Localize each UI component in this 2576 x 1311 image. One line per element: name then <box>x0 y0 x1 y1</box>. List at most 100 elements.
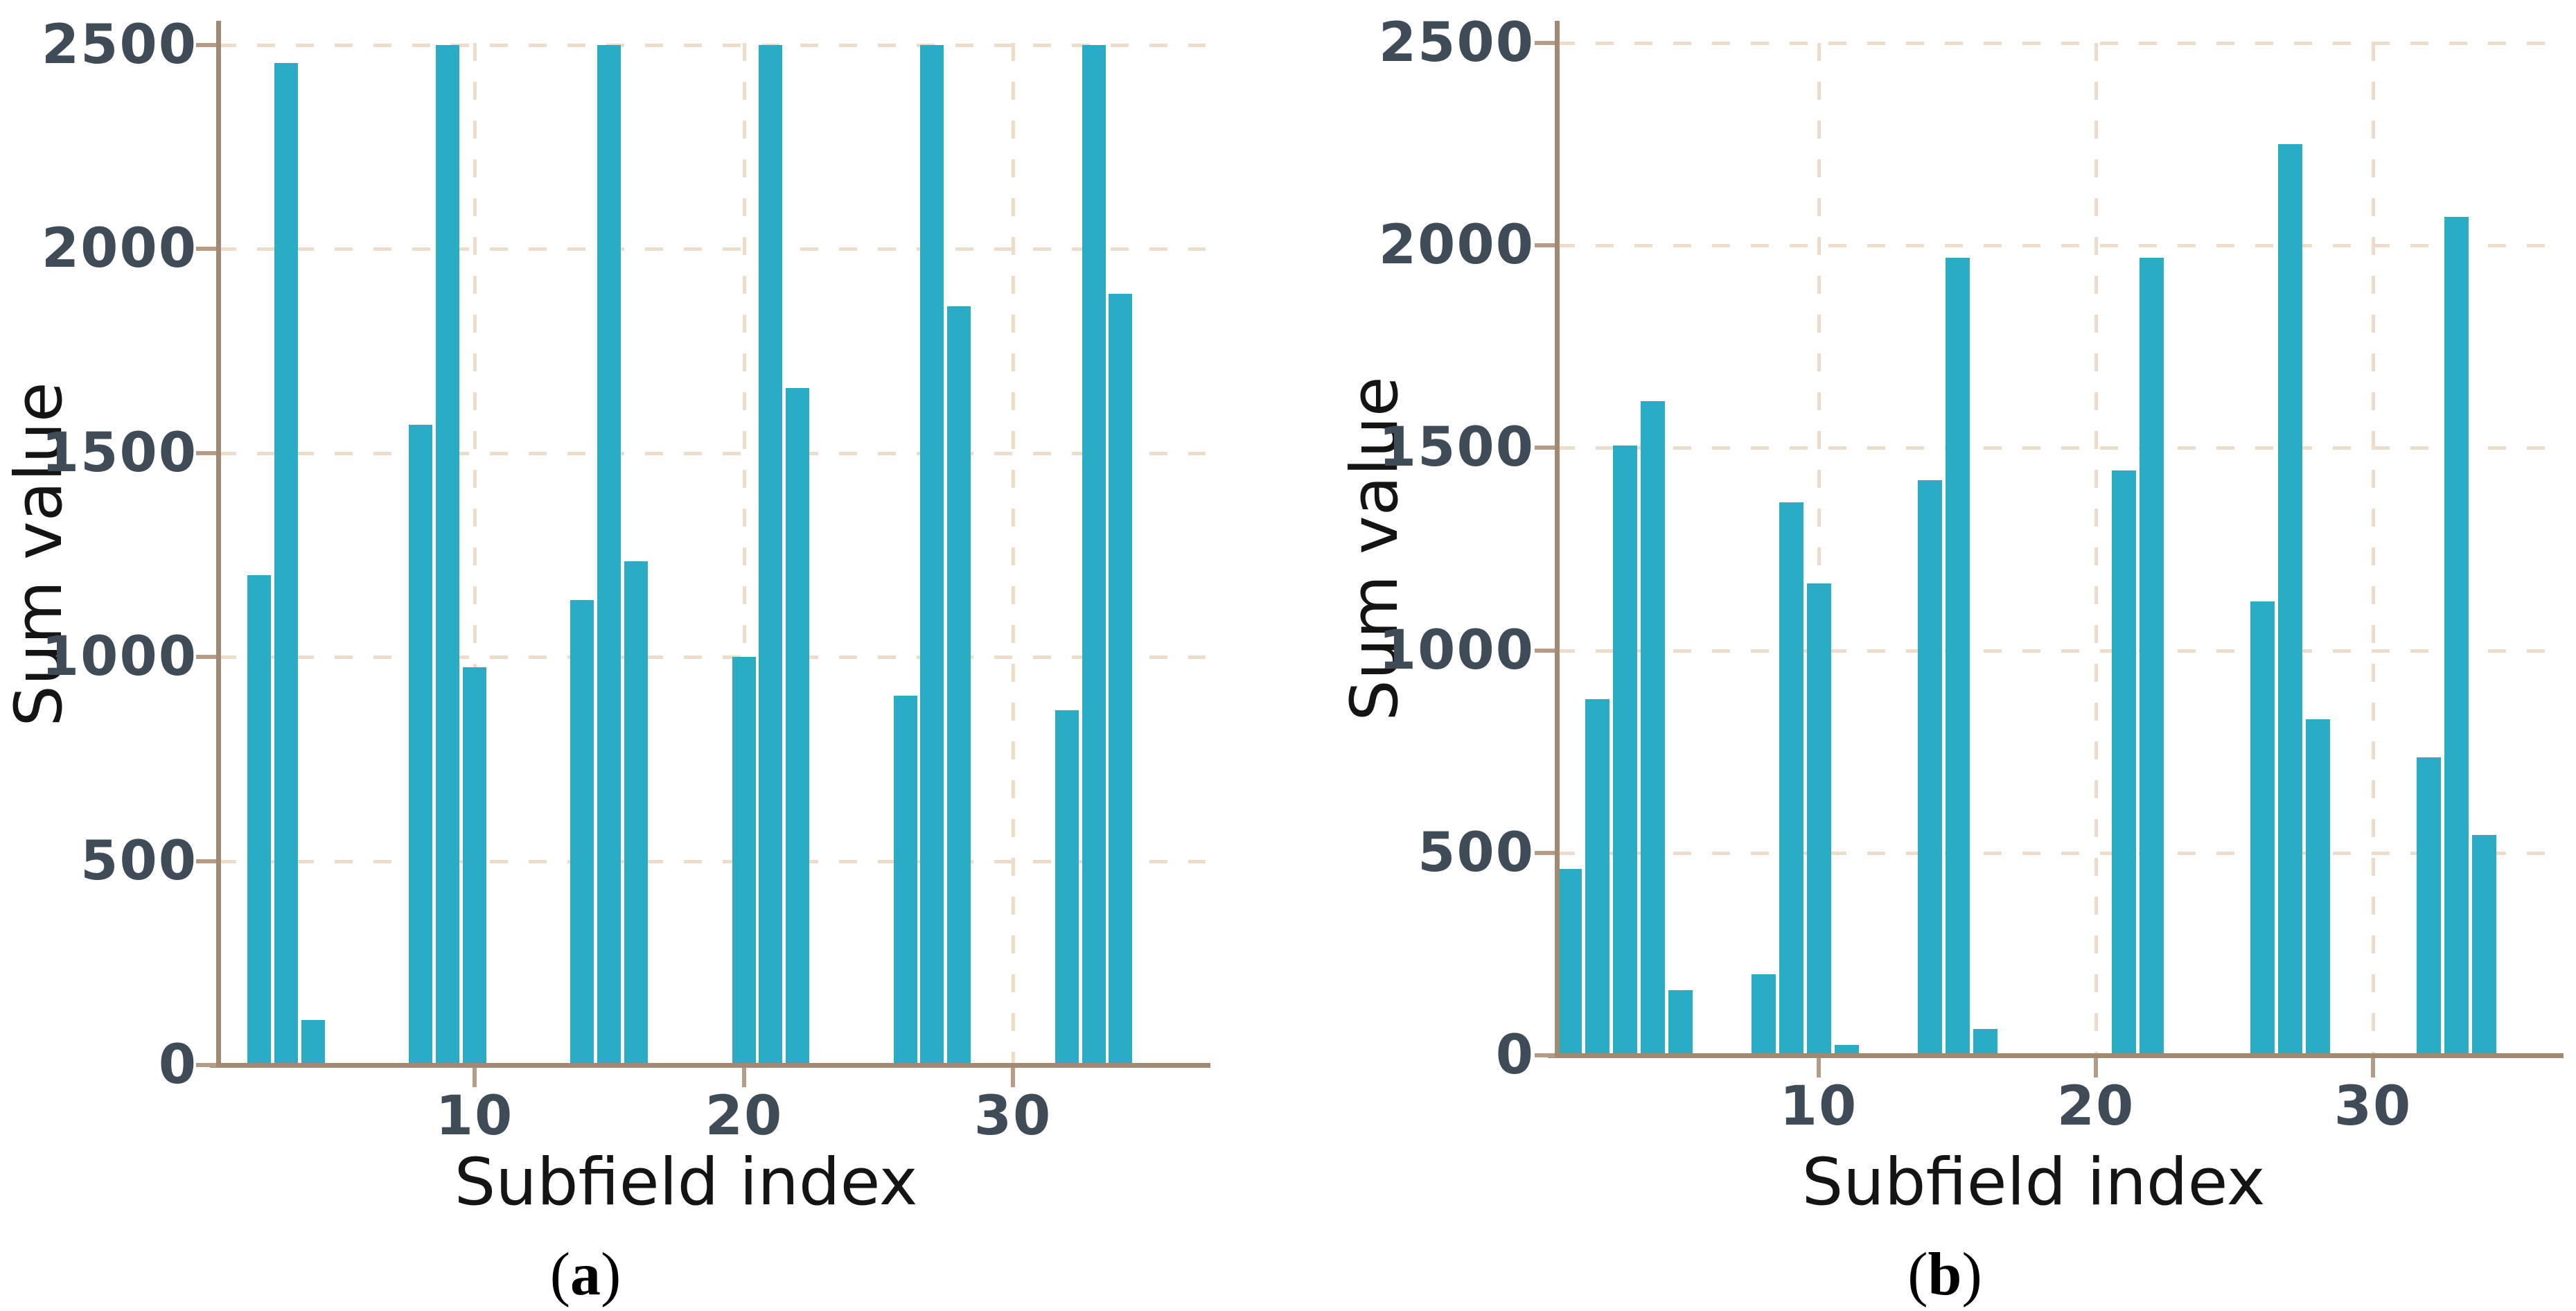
bar <box>759 45 782 1065</box>
bar <box>1641 401 1665 1055</box>
caption-close-paren: ) <box>601 1241 621 1308</box>
bar <box>2472 835 2496 1055</box>
y-axis-tick <box>1535 1053 1555 1057</box>
x-axis-tick <box>2371 1058 2375 1077</box>
bar <box>1613 446 1637 1055</box>
x-axis-tick <box>473 1068 477 1087</box>
caption-letter: a <box>570 1241 601 1308</box>
x-tick-label: 20 <box>2056 1075 2135 1138</box>
gridline-horizontal <box>1557 446 2557 450</box>
bar <box>1055 710 1079 1065</box>
caption-open-paren: ( <box>1907 1241 1928 1308</box>
y-tick-label: 500 <box>1418 822 1535 884</box>
bar <box>274 63 298 1065</box>
y-tick-label: 1000 <box>41 626 197 688</box>
x-axis-tick <box>1011 1068 1015 1087</box>
gridline-horizontal <box>218 860 1206 863</box>
y-tick-label: 1500 <box>41 422 197 484</box>
gridline-horizontal <box>218 44 1206 47</box>
bar <box>1558 869 1582 1055</box>
bar <box>597 45 621 1065</box>
gridline-horizontal <box>1557 244 2557 247</box>
gridline-vertical <box>1817 43 1821 1053</box>
bar <box>436 45 459 1065</box>
x-axis-tick <box>742 1068 746 1087</box>
bar <box>2278 144 2302 1055</box>
bar <box>1082 45 1106 1065</box>
y-tick-label: 0 <box>158 1034 197 1096</box>
caption-letter: b <box>1927 1241 1962 1308</box>
gridline-horizontal <box>1557 42 2557 45</box>
bar <box>2306 719 2330 1055</box>
y-axis-tick <box>1535 851 1555 855</box>
gridline-horizontal <box>1557 852 2557 855</box>
gridline-horizontal <box>1557 649 2557 653</box>
x-tick-label: 30 <box>973 1085 1052 1147</box>
y-axis-tick <box>196 247 216 251</box>
y-axis-tick <box>196 451 216 455</box>
bar <box>1109 294 1132 1065</box>
bar <box>1752 974 1776 1055</box>
bar <box>2417 757 2441 1055</box>
gridline-vertical <box>743 43 746 1063</box>
bar <box>1973 1029 1997 1055</box>
bar <box>1946 258 1970 1055</box>
gridline-vertical <box>1012 43 1015 1063</box>
y-axis-tick <box>1535 243 1555 247</box>
y-tick-label: 2500 <box>41 14 197 76</box>
y-axis-tick <box>1535 649 1555 653</box>
panel-caption-b: (b) <box>1907 1244 1982 1305</box>
bar <box>2112 470 2136 1055</box>
gridline-vertical <box>2372 43 2375 1053</box>
bar <box>920 45 944 1065</box>
x-axis-line <box>210 1063 1210 1068</box>
bar <box>1779 502 1803 1055</box>
y-axis-tick <box>1535 446 1555 450</box>
caption-open-paren: ( <box>549 1241 570 1308</box>
bar <box>463 667 486 1065</box>
bar <box>1807 583 1831 1055</box>
gridline-vertical <box>2094 43 2098 1053</box>
y-axis-tick <box>196 655 216 659</box>
y-axis-tick <box>196 1063 216 1067</box>
x-tick-label: 10 <box>1779 1075 1858 1138</box>
y-axis-tick <box>196 43 216 47</box>
y-tick-label: 1000 <box>1378 619 1535 682</box>
bar <box>1585 699 1609 1055</box>
y-tick-label: 2500 <box>1378 12 1535 74</box>
bar <box>2140 258 2164 1055</box>
bar <box>947 306 971 1065</box>
y-axis-tick <box>1535 41 1555 45</box>
bar <box>1918 480 1942 1055</box>
x-axis-title: Subfield index <box>454 1145 918 1220</box>
x-axis-tick <box>1817 1058 1821 1077</box>
gridline-vertical <box>473 43 477 1063</box>
x-tick-label: 20 <box>705 1085 784 1147</box>
gridline-horizontal <box>218 656 1206 659</box>
y-tick-label: 0 <box>1495 1024 1535 1086</box>
bar <box>1668 990 1693 1055</box>
x-axis-title: Subfield index <box>1801 1145 2266 1220</box>
bar <box>409 425 432 1065</box>
bar <box>570 600 594 1065</box>
caption-close-paren: ) <box>1961 1241 1982 1308</box>
bar <box>2444 217 2469 1055</box>
bar <box>624 561 648 1065</box>
gridline-horizontal <box>218 247 1206 251</box>
y-axis-line <box>216 21 221 1067</box>
y-tick-label: 2000 <box>1378 214 1535 276</box>
y-axis-tick <box>196 859 216 863</box>
x-tick-label: 10 <box>435 1085 514 1147</box>
bar <box>2250 601 2275 1055</box>
x-axis-tick <box>2094 1058 2098 1077</box>
x-tick-label: 30 <box>2334 1075 2412 1138</box>
panel-caption-a: (a) <box>550 1244 621 1305</box>
x-axis-line <box>1548 1053 2564 1058</box>
bar <box>301 1020 325 1065</box>
bar <box>894 696 917 1065</box>
bar <box>1835 1045 1859 1055</box>
bar <box>732 657 756 1065</box>
bar <box>786 388 809 1065</box>
y-axis-line <box>1555 21 1560 1057</box>
